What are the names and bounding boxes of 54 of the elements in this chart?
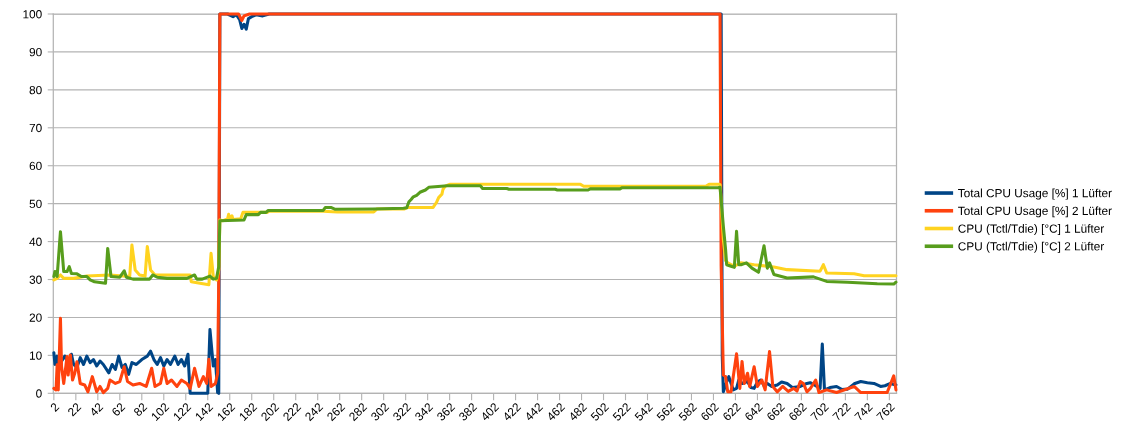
x-tick-label: 482 [568,402,588,422]
x-tick-label: 422 [502,402,522,422]
x-tick-label: 202 [260,402,280,422]
x-tick-label: 22 [67,402,82,417]
y-tick-label: 100 [23,10,42,19]
y-tick-label: 80 [29,85,42,95]
x-tick-label: 142 [194,402,214,421]
y-tick-label: 60 [29,161,42,171]
legend-label: Total CPU Usage [%] 1 Lüfter [958,188,1112,200]
x-tick-label: 462 [546,402,566,422]
x-tick-label: 62 [111,402,126,417]
x-tick-label: 2 [49,402,60,412]
x-tick-label: 522 [612,402,632,422]
x-tick-label: 702 [810,402,830,422]
y-tick-label: 90 [29,47,42,57]
x-tick-label: 642 [744,402,764,422]
x-tick-label: 162 [216,402,236,422]
x-tick-label: 42 [88,402,104,417]
y-tick-label: 40 [29,237,42,246]
x-tick-label: 602 [700,402,720,422]
x-tick-label: 322 [392,402,412,422]
x-tick-label: 502 [590,402,610,422]
x-tick-label: 302 [370,402,390,422]
y-tick-label: 10 [29,351,42,360]
x-tick-label: 222 [282,402,302,422]
x-tick-label: 442 [524,402,544,422]
x-tick-label: 282 [348,402,368,422]
legend-label: CPU (Tctl/Tdie) [°C] 1 Lüfter [958,224,1105,236]
legend-label: CPU (Tctl/Tdie) [°C] 2 Lüfter [958,241,1105,253]
y-tick-label: 0 [36,389,42,398]
y-tick-label: 70 [29,123,42,133]
y-tick-label: 30 [29,275,42,284]
x-tick-label: 262 [326,402,346,422]
x-tick-label: 542 [634,402,654,422]
x-tick-label: 402 [480,402,500,422]
x-tick-label: 762 [876,402,896,422]
x-tick-label: 682 [788,402,808,422]
x-tick-label: 122 [172,402,192,421]
x-tick-label: 582 [678,402,698,422]
x-tick-label: 102 [150,402,170,422]
x-tick-label: 662 [766,402,786,422]
x-tick-label: 82 [133,402,148,417]
x-tick-label: 342 [414,402,434,422]
x-tick-label: 362 [436,402,456,422]
x-tick-label: 742 [854,402,873,422]
legend-label: Total CPU Usage [%] 2 Lüfter [958,206,1112,218]
y-tick-label: 50 [29,199,42,209]
x-tick-label: 382 [458,402,478,422]
x-tick-label: 562 [656,402,676,422]
x-tick-label: 182 [238,402,258,422]
x-tick-label: 242 [304,402,324,422]
x-tick-label: 722 [832,402,852,422]
x-tick-label: 622 [722,402,742,422]
y-tick-label: 20 [29,313,42,322]
